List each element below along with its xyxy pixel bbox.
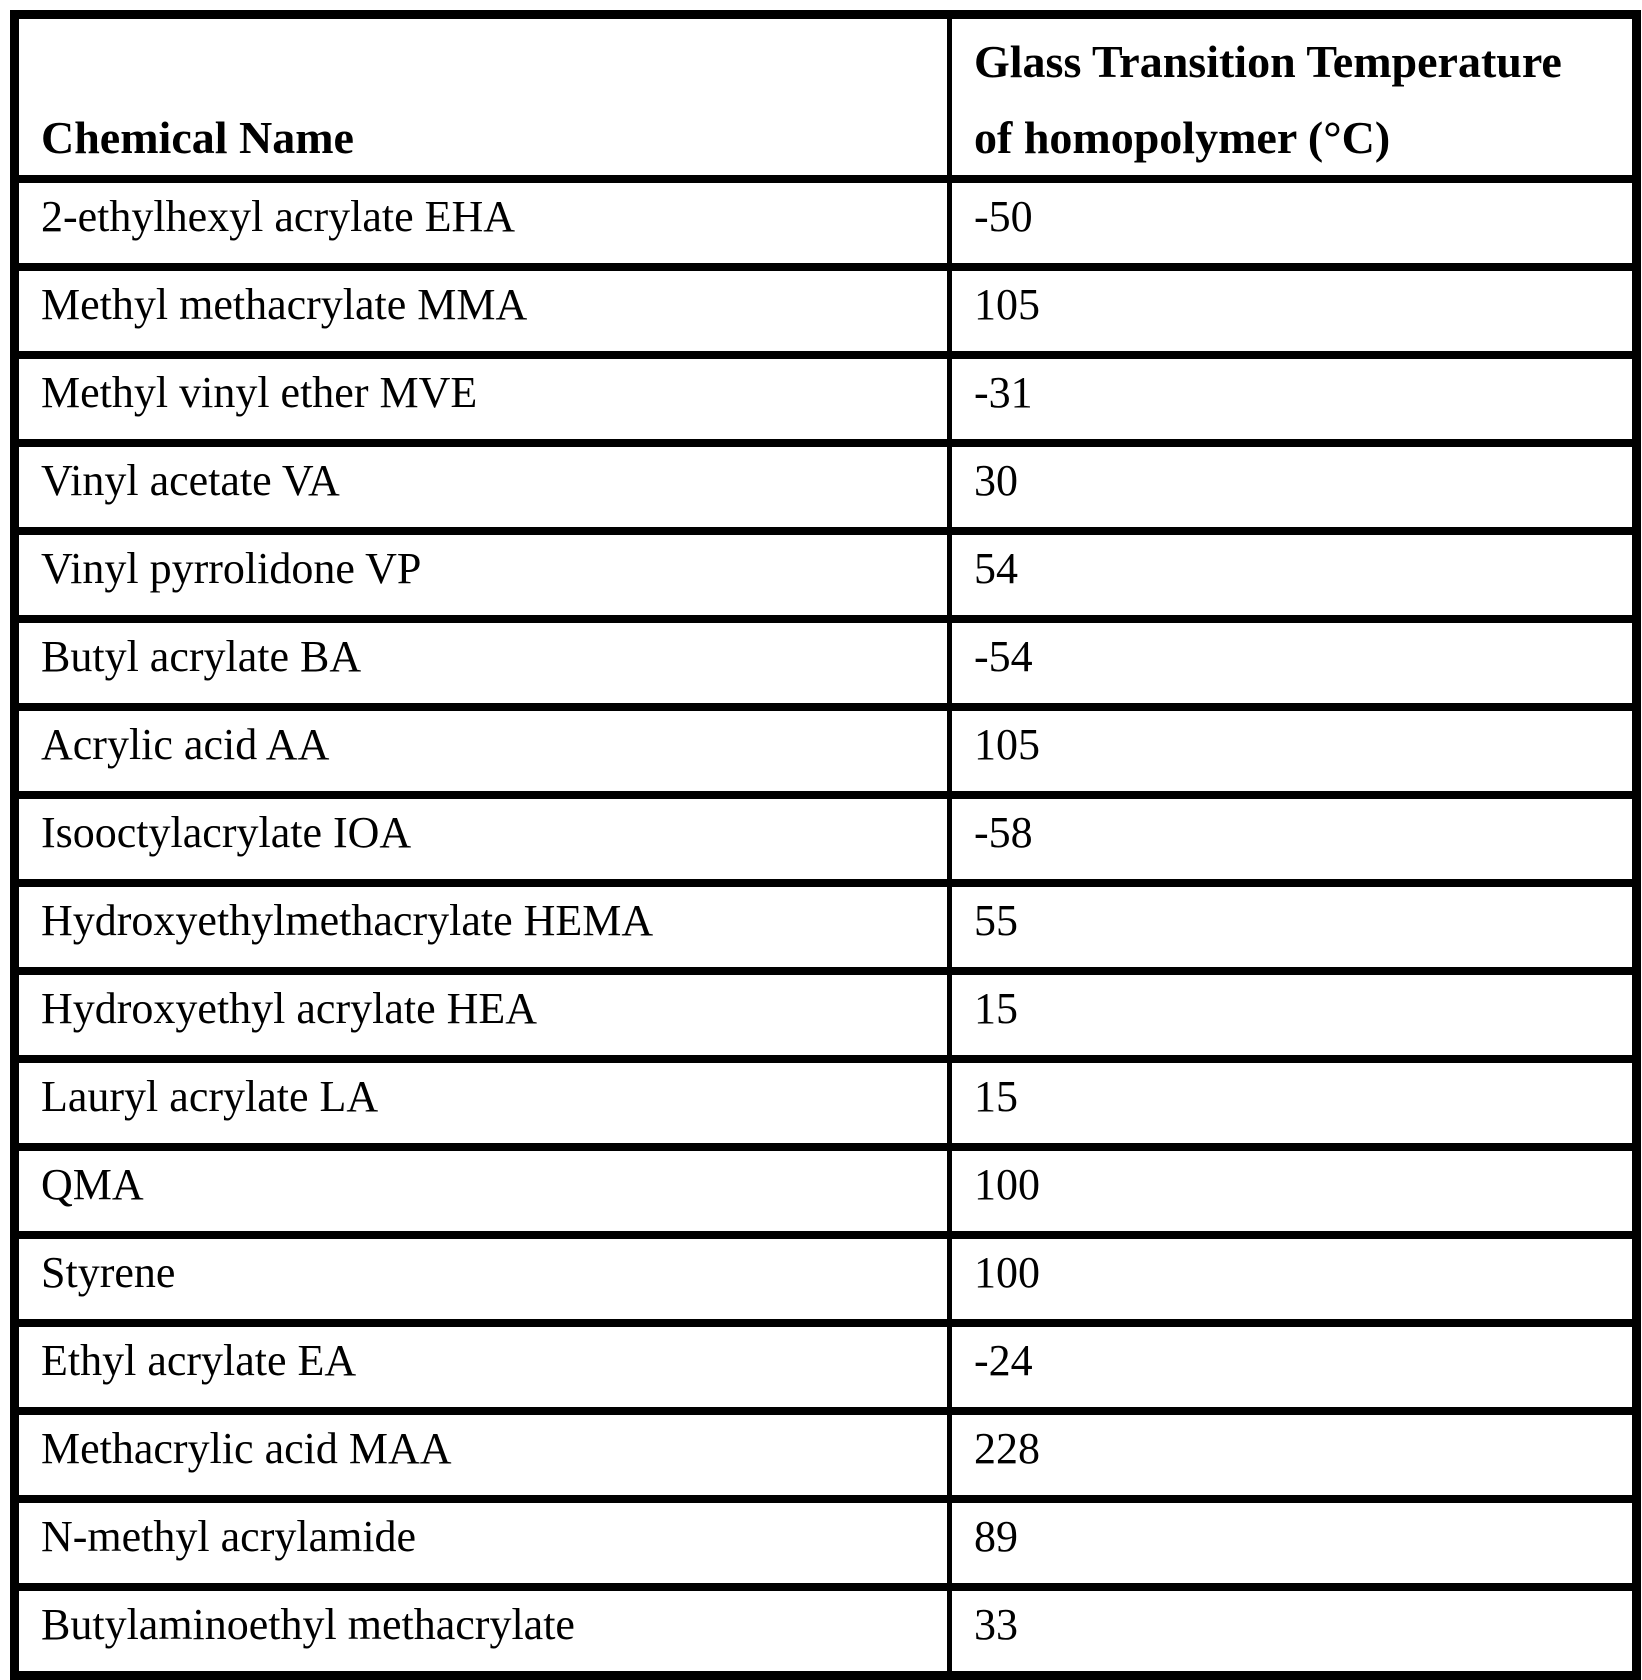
tg-value: -58 — [974, 808, 1033, 857]
tg-value: -24 — [974, 1336, 1033, 1385]
table-row: QMA 100 — [12, 1143, 1639, 1239]
chemical-name-value: Styrene — [41, 1248, 176, 1297]
chemical-name-value: Acrylic acid AA — [41, 720, 330, 769]
tg-value-cell: -31 — [947, 351, 1639, 447]
chemical-name-cell: Methyl vinyl ether MVE — [12, 351, 952, 447]
header-spacer — [41, 23, 937, 99]
tg-header-line1: Glass Transition Temperature — [974, 35, 1562, 87]
table-row: Ethyl acrylate EA -24 — [12, 1319, 1639, 1415]
table-row: 2-ethylhexyl acrylate EHA -50 — [12, 175, 1639, 271]
tg-value: 15 — [974, 1072, 1018, 1121]
chemical-name-cell: Hydroxyethylmethacrylate HEMA — [12, 879, 952, 975]
chemical-name-value: Vinyl acetate VA — [41, 456, 340, 505]
tg-header-line2: of homopolymer (°C) — [974, 111, 1391, 163]
tg-value: 30 — [974, 456, 1018, 505]
table-header: Chemical Name Glass Transition Temperatu… — [12, 10, 1639, 183]
table-row: Vinyl acetate VA 30 — [12, 439, 1639, 535]
table-row: Styrene 100 — [12, 1231, 1639, 1327]
tg-value: -50 — [974, 192, 1033, 241]
chemical-name-cell: Butylaminoethyl methacrylate — [12, 1583, 952, 1680]
chemical-name-value: Isooctylacrylate IOA — [41, 808, 412, 857]
chemical-name-value: Butyl acrylate BA — [41, 632, 362, 681]
header-cell-tg: Glass Transition Temperature of homopoly… — [947, 10, 1639, 183]
table-row: Acrylic acid AA 105 — [12, 703, 1639, 799]
table-row: Methacrylic acid MAA 228 — [12, 1407, 1639, 1503]
table-row: Methyl vinyl ether MVE -31 — [12, 351, 1639, 447]
tg-value: 33 — [974, 1600, 1018, 1649]
table-body: 2-ethylhexyl acrylate EHA -50 Methyl met… — [12, 175, 1639, 1680]
tg-value: 228 — [974, 1424, 1040, 1473]
tg-value-cell: 55 — [947, 879, 1639, 975]
chemical-name-cell: Isooctylacrylate IOA — [12, 791, 952, 887]
tg-value: 100 — [974, 1248, 1040, 1297]
chemical-name-cell: 2-ethylhexyl acrylate EHA — [12, 175, 952, 271]
tg-value-cell: 54 — [947, 527, 1639, 623]
chemical-name-value: Vinyl pyrrolidone VP — [41, 544, 422, 593]
tg-value-cell: 105 — [947, 703, 1639, 799]
glass-transition-table: Chemical Name Glass Transition Temperatu… — [10, 10, 1641, 1680]
tg-value: 105 — [974, 720, 1040, 769]
tg-value: 105 — [974, 280, 1040, 329]
tg-value: 89 — [974, 1512, 1018, 1561]
chemical-name-cell: Acrylic acid AA — [12, 703, 952, 799]
chemical-name-cell: Vinyl pyrrolidone VP — [12, 527, 952, 623]
tg-value: 54 — [974, 544, 1018, 593]
chemical-name-cell: Styrene — [12, 1231, 952, 1327]
chemical-name-cell: Butyl acrylate BA — [12, 615, 952, 711]
chemical-name-value: N-methyl acrylamide — [41, 1512, 417, 1561]
tg-value-cell: 15 — [947, 1055, 1639, 1151]
tg-value-cell: -54 — [947, 615, 1639, 711]
chemical-name-value: 2-ethylhexyl acrylate EHA — [41, 192, 516, 241]
table-row: N-methyl acrylamide 89 — [12, 1495, 1639, 1591]
table-row: Methyl methacrylate MMA 105 — [12, 263, 1639, 359]
table-row: Lauryl acrylate LA 15 — [12, 1055, 1639, 1151]
tg-value: -31 — [974, 368, 1033, 417]
chemical-name-value: Butylaminoethyl methacrylate — [41, 1600, 575, 1649]
chemical-name-value: Methacrylic acid MAA — [41, 1424, 452, 1473]
chemical-name-value: QMA — [41, 1160, 144, 1209]
chemical-name-value: Lauryl acrylate LA — [41, 1072, 379, 1121]
tg-value-cell: 228 — [947, 1407, 1639, 1503]
table-row: Hydroxyethylmethacrylate HEMA 55 — [12, 879, 1639, 975]
chemical-name-cell: Methyl methacrylate MMA — [12, 263, 952, 359]
tg-value: -54 — [974, 632, 1033, 681]
tg-value-cell: 100 — [947, 1231, 1639, 1327]
tg-value-cell: -58 — [947, 791, 1639, 887]
chemical-name-cell: Methacrylic acid MAA — [12, 1407, 952, 1503]
tg-value: 100 — [974, 1160, 1040, 1209]
header-cell-chemical-name: Chemical Name — [12, 10, 952, 183]
chemical-name-cell: Vinyl acetate VA — [12, 439, 952, 535]
tg-value-cell: 105 — [947, 263, 1639, 359]
header-row: Chemical Name Glass Transition Temperatu… — [12, 10, 1639, 183]
chemical-name-cell: Ethyl acrylate EA — [12, 1319, 952, 1415]
table-row: Isooctylacrylate IOA -58 — [12, 791, 1639, 887]
tg-value-cell: -50 — [947, 175, 1639, 271]
tg-value-cell: 15 — [947, 967, 1639, 1063]
chemical-name-cell: N-methyl acrylamide — [12, 1495, 952, 1591]
tg-value-cell: -24 — [947, 1319, 1639, 1415]
chemical-name-value: Hydroxyethyl acrylate HEA — [41, 984, 538, 1033]
table-row: Vinyl pyrrolidone VP 54 — [12, 527, 1639, 623]
table-row: Butylaminoethyl methacrylate 33 — [12, 1583, 1639, 1680]
chemical-name-cell: Hydroxyethyl acrylate HEA — [12, 967, 952, 1063]
chemical-name-header-label: Chemical Name — [41, 111, 354, 163]
chemical-name-cell: QMA — [12, 1143, 952, 1239]
chemical-name-cell: Lauryl acrylate LA — [12, 1055, 952, 1151]
tg-value: 55 — [974, 896, 1018, 945]
table-row: Butyl acrylate BA -54 — [12, 615, 1639, 711]
table-row: Hydroxyethyl acrylate HEA 15 — [12, 967, 1639, 1063]
tg-value: 15 — [974, 984, 1018, 1033]
tg-value-cell: 89 — [947, 1495, 1639, 1591]
tg-value-cell: 30 — [947, 439, 1639, 535]
tg-value-cell: 100 — [947, 1143, 1639, 1239]
chemical-name-value: Hydroxyethylmethacrylate HEMA — [41, 896, 654, 945]
tg-value-cell: 33 — [947, 1583, 1639, 1680]
chemical-name-value: Methyl methacrylate MMA — [41, 280, 528, 329]
chemical-name-value: Methyl vinyl ether MVE — [41, 368, 478, 417]
chemical-name-value: Ethyl acrylate EA — [41, 1336, 357, 1385]
